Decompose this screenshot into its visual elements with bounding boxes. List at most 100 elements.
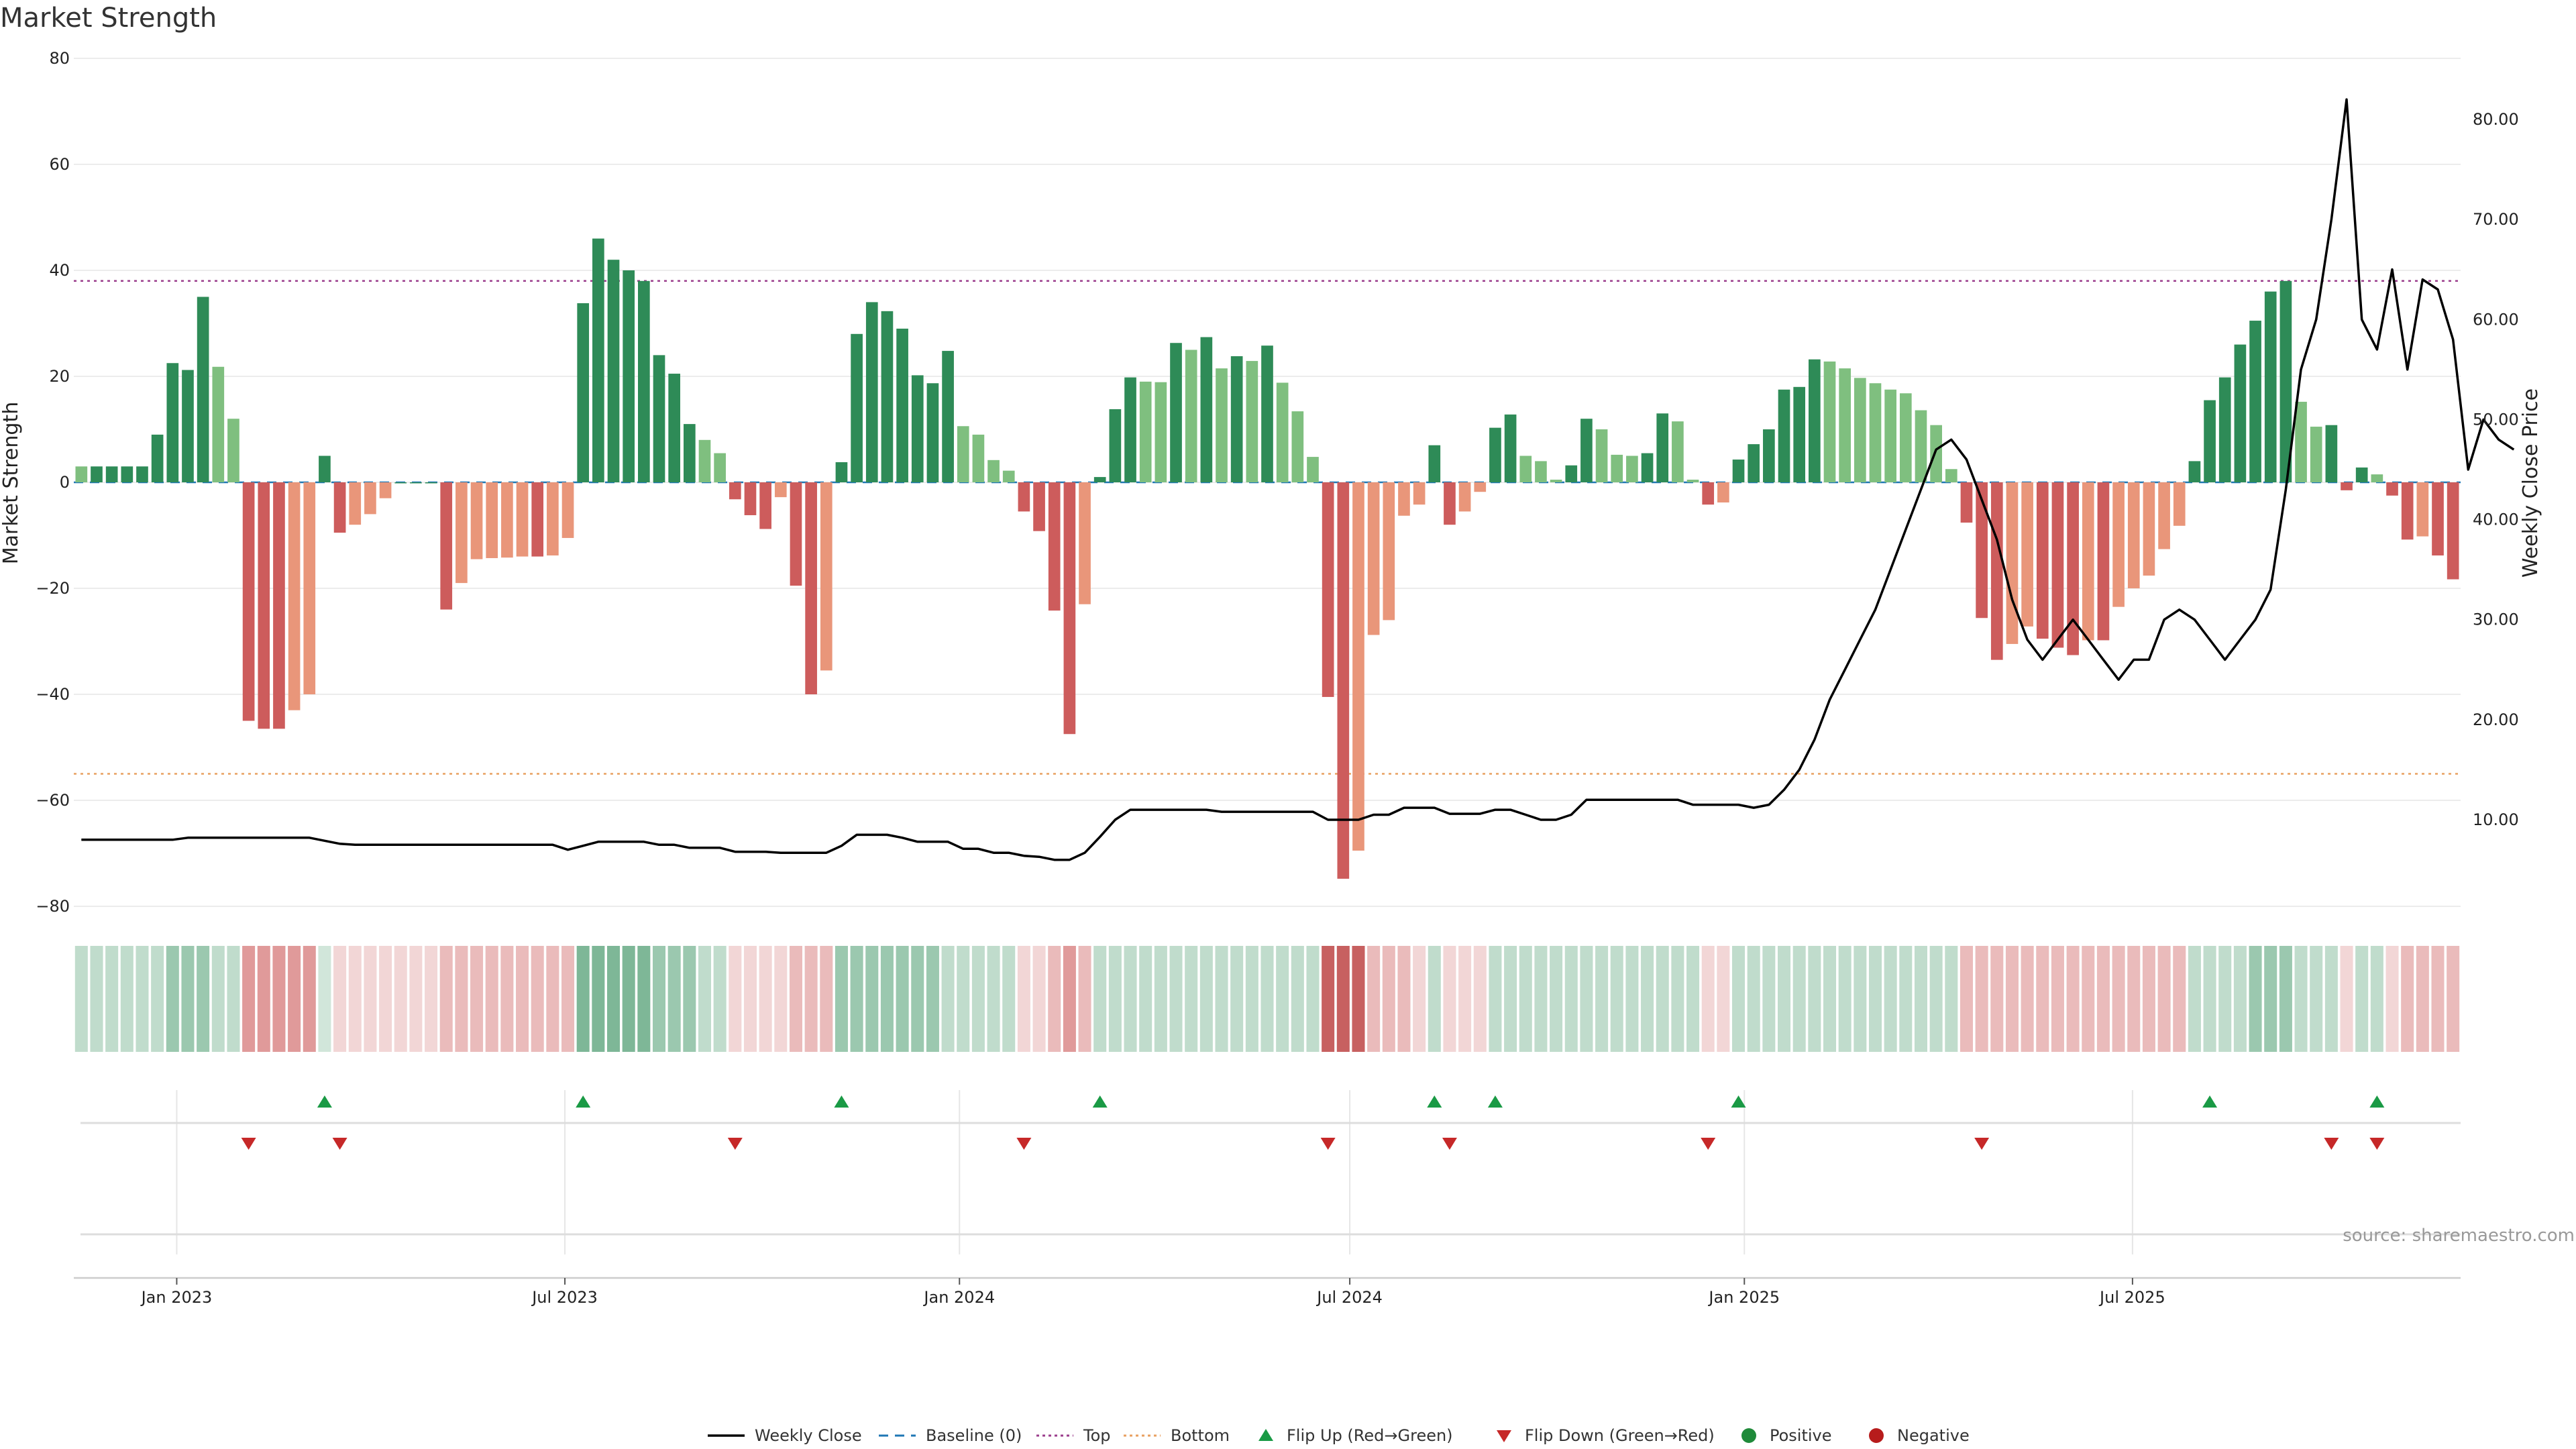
regime-cell xyxy=(1397,946,1411,1052)
strength-bar xyxy=(2204,400,2216,482)
y-tick-label: −80 xyxy=(36,897,70,916)
regime-cell xyxy=(516,946,529,1052)
weekly-close-line xyxy=(81,98,2515,861)
regime-cell xyxy=(835,946,848,1052)
regime-cell xyxy=(2431,946,2445,1052)
regime-cell xyxy=(1808,946,1821,1052)
regime-cell xyxy=(2264,946,2277,1052)
regime-cell xyxy=(576,946,590,1052)
x-tick-label: Jan 2025 xyxy=(1707,1288,1780,1307)
grid-lines xyxy=(74,58,2461,1254)
strength-bar xyxy=(1580,419,1593,482)
regime-cell xyxy=(364,946,377,1052)
strength-bar xyxy=(1109,409,1122,482)
strength-bar xyxy=(1778,389,1790,482)
regime-cell xyxy=(1245,946,1258,1052)
regime-cell xyxy=(926,946,939,1052)
flip-up-marker xyxy=(2369,1095,2385,1108)
regime-cell xyxy=(439,946,453,1052)
y2-tick-label: 10.00 xyxy=(2473,810,2519,829)
regime-cell xyxy=(1154,946,1167,1052)
regime-cell xyxy=(1169,946,1183,1052)
strength-bar xyxy=(394,482,407,484)
strength-bar xyxy=(1489,427,1501,482)
strength-bar xyxy=(1717,482,1729,503)
regime-cell xyxy=(1838,946,1851,1052)
regime-cell xyxy=(211,946,225,1052)
regime-cell xyxy=(1792,946,1806,1052)
strength-bar xyxy=(136,466,148,482)
regime-cell xyxy=(1352,946,1365,1052)
regime-cell xyxy=(2218,946,2232,1052)
strength-bar xyxy=(1869,383,1882,482)
regime-cell xyxy=(1854,946,1867,1052)
regime-cell xyxy=(2416,946,2429,1052)
legend: Weekly Close Baseline (0) Top Bottom Flip Up… xyxy=(708,1426,1970,1445)
x-tick-label: Jul 2025 xyxy=(2098,1288,2165,1307)
legend-label: Positive xyxy=(1770,1426,1832,1445)
regime-cell xyxy=(1291,946,1304,1052)
strength-bar xyxy=(242,482,255,721)
y2-axis-title: Weekly Close Price xyxy=(2519,388,2542,578)
regime-cell xyxy=(105,946,119,1052)
strength-bar xyxy=(1002,470,1015,482)
strength-bar xyxy=(105,466,118,482)
regime-cell xyxy=(850,946,863,1052)
strength-bar xyxy=(1976,482,1988,619)
regime-cell xyxy=(1017,946,1030,1052)
strength-bar xyxy=(1809,359,1821,482)
strength-bar xyxy=(759,482,771,529)
regime-cell xyxy=(455,946,468,1052)
strength-bar xyxy=(2143,482,2155,576)
strength-bar xyxy=(1686,480,1699,482)
flip-up-marker xyxy=(1487,1095,1503,1108)
legend-swatch-dot xyxy=(1741,1428,1756,1443)
regime-cell xyxy=(1093,946,1107,1052)
regime-cell xyxy=(1108,946,1122,1052)
strength-bar xyxy=(1063,482,1076,735)
strength-bar xyxy=(592,238,604,482)
y-tick-label: 80 xyxy=(49,49,70,68)
strength-bar xyxy=(1504,414,1517,482)
y2-tick-label: 40.00 xyxy=(2473,511,2519,529)
regime-cell xyxy=(1975,946,1988,1052)
strength-bar xyxy=(1930,425,1942,482)
strength-bar xyxy=(258,482,270,729)
regime-cell xyxy=(1048,946,1061,1052)
regime-cell xyxy=(333,946,347,1052)
flip-up-marker xyxy=(1427,1095,1442,1108)
regime-cell xyxy=(288,946,301,1052)
strength-bar xyxy=(410,482,422,484)
strength-bar xyxy=(774,482,787,498)
strength-bar xyxy=(1276,382,1289,482)
regime-cell xyxy=(1336,946,1350,1052)
strength-bar xyxy=(2264,291,2277,482)
regime-cell xyxy=(1762,946,1776,1052)
strength-bar xyxy=(1337,482,1350,879)
strength-bar xyxy=(333,482,346,533)
regime-cell xyxy=(1032,946,1046,1052)
y-tick-label: 40 xyxy=(49,261,70,280)
strength-bar xyxy=(805,482,817,694)
regime-cell xyxy=(500,946,514,1052)
regime-cell xyxy=(1564,946,1578,1052)
strength-bar xyxy=(1763,429,1775,482)
regime-cell xyxy=(2249,946,2262,1052)
strength-bar xyxy=(2371,474,2383,482)
strength-bar xyxy=(790,482,802,586)
regime-cell xyxy=(90,946,103,1052)
strength-bar xyxy=(1656,413,1669,482)
strength-bar xyxy=(729,482,741,500)
strength-bar xyxy=(1990,482,2003,660)
regime-cell xyxy=(546,946,559,1052)
regime-cell xyxy=(1671,946,1684,1052)
source-credit: source: sharemaestro.com xyxy=(2343,1226,2575,1246)
strength-bar xyxy=(273,482,285,729)
flip-down-marker xyxy=(1974,1138,1990,1150)
strength-bar xyxy=(2386,482,2398,496)
y-tick-label: −60 xyxy=(36,791,70,810)
strength-bar xyxy=(1839,368,1851,482)
strength-bar xyxy=(1048,482,1061,611)
regime-cell xyxy=(151,946,164,1052)
strength-bar xyxy=(896,328,908,482)
